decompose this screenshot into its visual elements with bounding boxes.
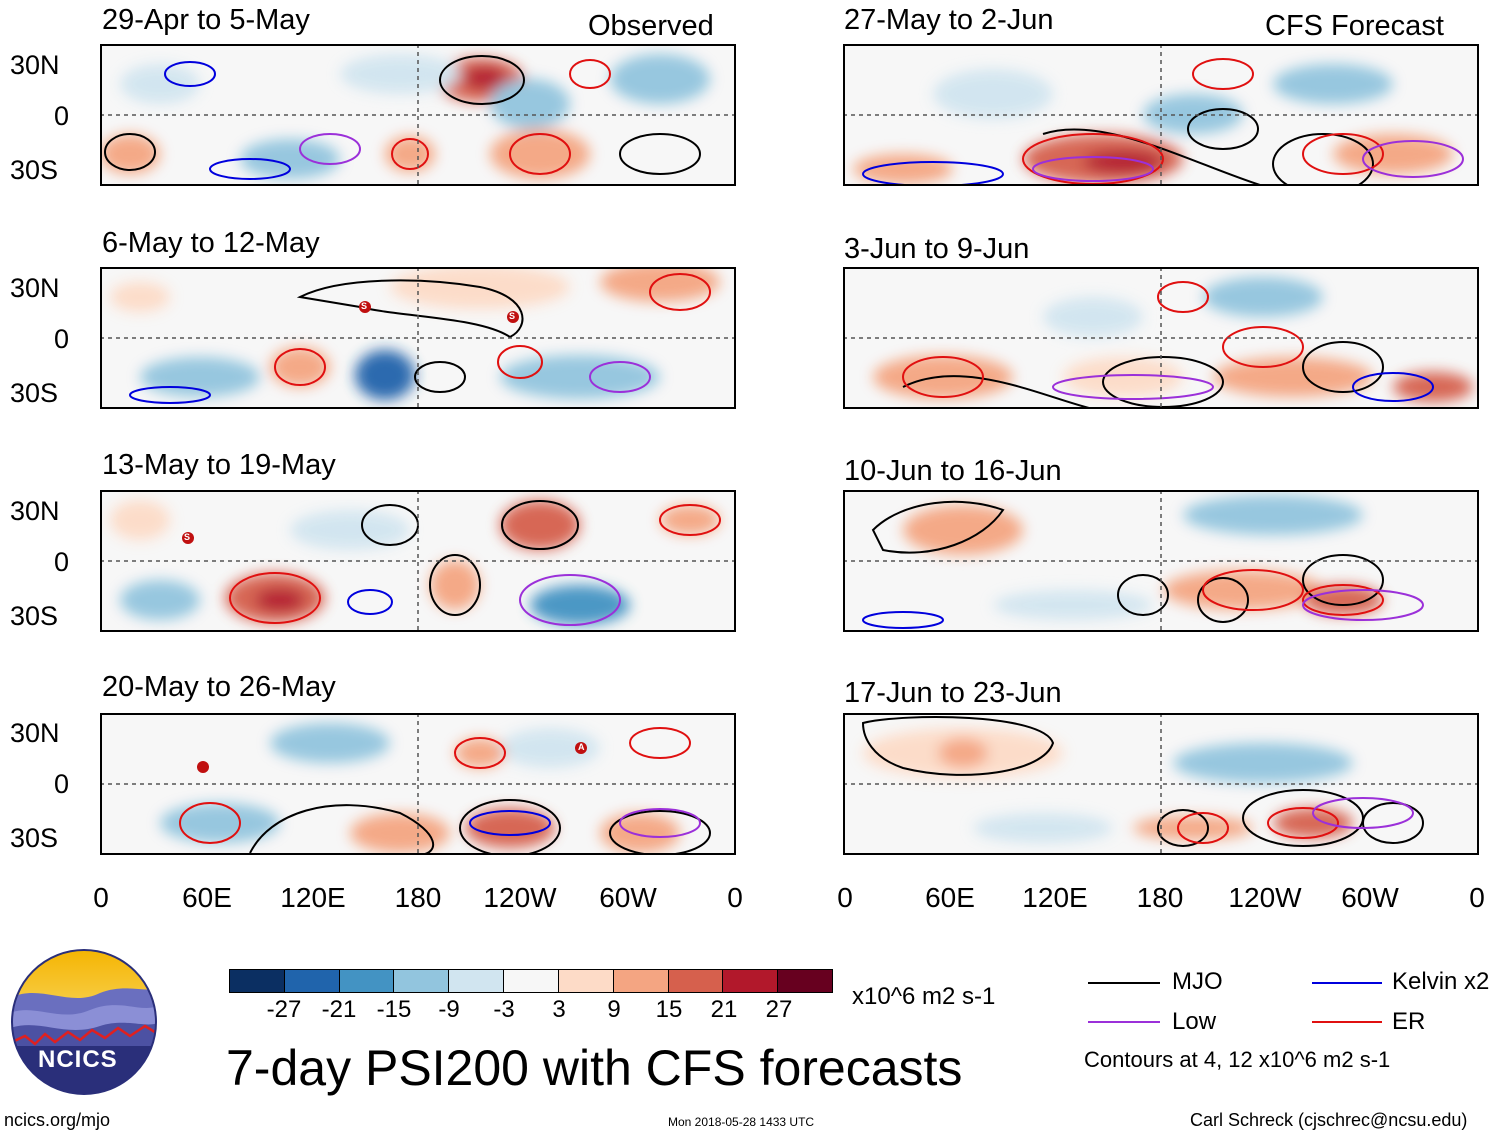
colorbar-cell <box>230 970 284 992</box>
legend-label-mjo: MJO <box>1172 968 1223 995</box>
colorbar-tick: -27 <box>266 996 302 1023</box>
panel-title-fcst-2: 3-Jun to 9-Jun <box>844 233 1030 265</box>
lat-label: 30N <box>10 718 60 748</box>
colorbar-cell <box>777 970 832 992</box>
panel-title-fcst-4: 17-Jun to 23-Jun <box>844 677 1062 709</box>
legend-swatch-er <box>1312 1021 1382 1023</box>
lat-label: 30S <box>10 155 59 185</box>
colorbar-cells <box>229 969 833 993</box>
map-panel-fcst-2[interactable] <box>843 267 1479 409</box>
legend-swatch-mjo <box>1088 982 1160 984</box>
lat-label: 0 <box>54 324 70 354</box>
panel-title-obs-1: 29-Apr to 5-May <box>102 4 310 36</box>
colorbar-tick: -15 <box>376 996 412 1023</box>
lat-label: 30N <box>10 496 60 526</box>
lat-label: 30N <box>10 50 60 80</box>
anomaly-map <box>843 713 1479 855</box>
storm-marker-label: S <box>361 301 368 311</box>
footer-credit: Carl Schreck (cjschrec@ncsu.edu) <box>1190 1110 1468 1130</box>
lat-label: 30S <box>10 378 59 408</box>
lon-label: 60W <box>1341 882 1399 913</box>
colorbar-cell <box>448 970 504 992</box>
cfs-forecast-label: CFS Forecast <box>1265 10 1444 42</box>
lon-label: 0 <box>837 882 853 913</box>
lat-label: 30S <box>10 823 59 853</box>
lon-label: 60E <box>182 882 232 913</box>
colorbar-tick: -21 <box>321 996 357 1023</box>
anomaly-map <box>100 267 736 409</box>
lat-label: 0 <box>54 769 70 799</box>
lon-label: 0 <box>93 882 109 913</box>
colorbar-tick: 21 <box>710 996 738 1023</box>
legend-label-er: ER <box>1392 1008 1426 1035</box>
footer-timestamp: Mon 2018-05-28 1433 UTC <box>668 1115 815 1129</box>
storm-markers <box>359 301 519 323</box>
colorbar-cell <box>283 970 339 992</box>
lon-label: 120E <box>1022 882 1088 913</box>
map-panel-obs-1[interactable] <box>100 44 736 186</box>
lon-label: 60W <box>599 882 657 913</box>
storm-marker <box>182 532 194 544</box>
map-panel-fcst-3[interactable] <box>843 490 1479 632</box>
storm-marker-label: S <box>184 532 191 542</box>
lat-label: 0 <box>54 547 70 577</box>
colorbar-tick: 15 <box>655 996 683 1023</box>
colorbar-tick: 27 <box>765 996 793 1023</box>
legend-swatch-kelvin <box>1312 982 1382 984</box>
storm-marker-label: A <box>578 742 585 752</box>
lon-label: 120W <box>483 882 557 913</box>
panel-title-fcst-1: 27-May to 2-Jun <box>844 4 1054 36</box>
legend-swatch-low <box>1088 1021 1160 1023</box>
colorbar-cell <box>393 970 449 992</box>
lon-label: 120W <box>1228 882 1302 913</box>
anomaly-map <box>100 490 736 632</box>
colorbar-tick: -3 <box>493 996 515 1023</box>
lon-label: 0 <box>1469 882 1485 913</box>
lon-label: 0 <box>727 882 743 913</box>
storm-marker-label: S <box>509 311 516 321</box>
panel-title-obs-4: 20-May to 26-May <box>102 671 336 703</box>
panel-title-obs-2: 6-May to 12-May <box>102 227 320 259</box>
panel-title-fcst-3: 10-Jun to 16-Jun <box>844 455 1062 487</box>
legend-note: Contours at 4, 12 x10^6 m2 s-1 <box>1084 1047 1391 1072</box>
colorbar-tick: 3 <box>552 996 566 1023</box>
lat-label: 30N <box>10 273 60 303</box>
map-panel-obs-3[interactable] <box>100 490 736 632</box>
anomaly-map <box>843 267 1479 409</box>
map-panel-fcst-4[interactable] <box>843 713 1479 855</box>
main-title: 7-day PSI200 with CFS forecasts <box>226 1040 963 1096</box>
logo-text: NCICS <box>38 1046 118 1073</box>
colorbar-cell <box>503 970 558 992</box>
map-panel-obs-2[interactable] <box>100 267 736 409</box>
legend-label-low: Low <box>1172 1008 1217 1035</box>
anomaly-map <box>100 713 736 855</box>
colorbar-cell <box>667 970 723 992</box>
anomaly-map <box>843 44 1479 186</box>
anomaly-map <box>843 490 1479 632</box>
storm-markers <box>197 742 587 773</box>
footer-url[interactable]: ncics.org/mjo <box>4 1110 111 1130</box>
lon-label: 180 <box>394 882 442 913</box>
lon-label: 120E <box>280 882 346 913</box>
colorbar <box>229 969 833 993</box>
colorbar-units: x10^6 m2 s-1 <box>852 983 996 1010</box>
map-panel-obs-4[interactable] <box>100 713 736 855</box>
lon-label: 60E <box>925 882 975 913</box>
lat-label: 0 <box>54 101 70 131</box>
legend-label-kelvin: Kelvin x2 <box>1392 968 1490 995</box>
colorbar-cell <box>722 970 778 992</box>
map-panel-fcst-1[interactable] <box>843 44 1479 186</box>
colorbar-cell <box>557 970 613 992</box>
colorbar-cell <box>338 970 394 992</box>
colorbar-tick: 9 <box>607 996 621 1023</box>
lon-label: 180 <box>1136 882 1184 913</box>
panel-title-obs-3: 13-May to 19-May <box>102 449 336 481</box>
observed-label: Observed <box>588 10 714 42</box>
colorbar-cell <box>612 970 668 992</box>
colorbar-tick: -9 <box>438 996 460 1023</box>
anomaly-map <box>100 44 736 186</box>
lat-label: 30S <box>10 601 59 631</box>
ncics-logo: NCICS <box>10 948 158 1096</box>
logo-graphic <box>11 949 157 1095</box>
